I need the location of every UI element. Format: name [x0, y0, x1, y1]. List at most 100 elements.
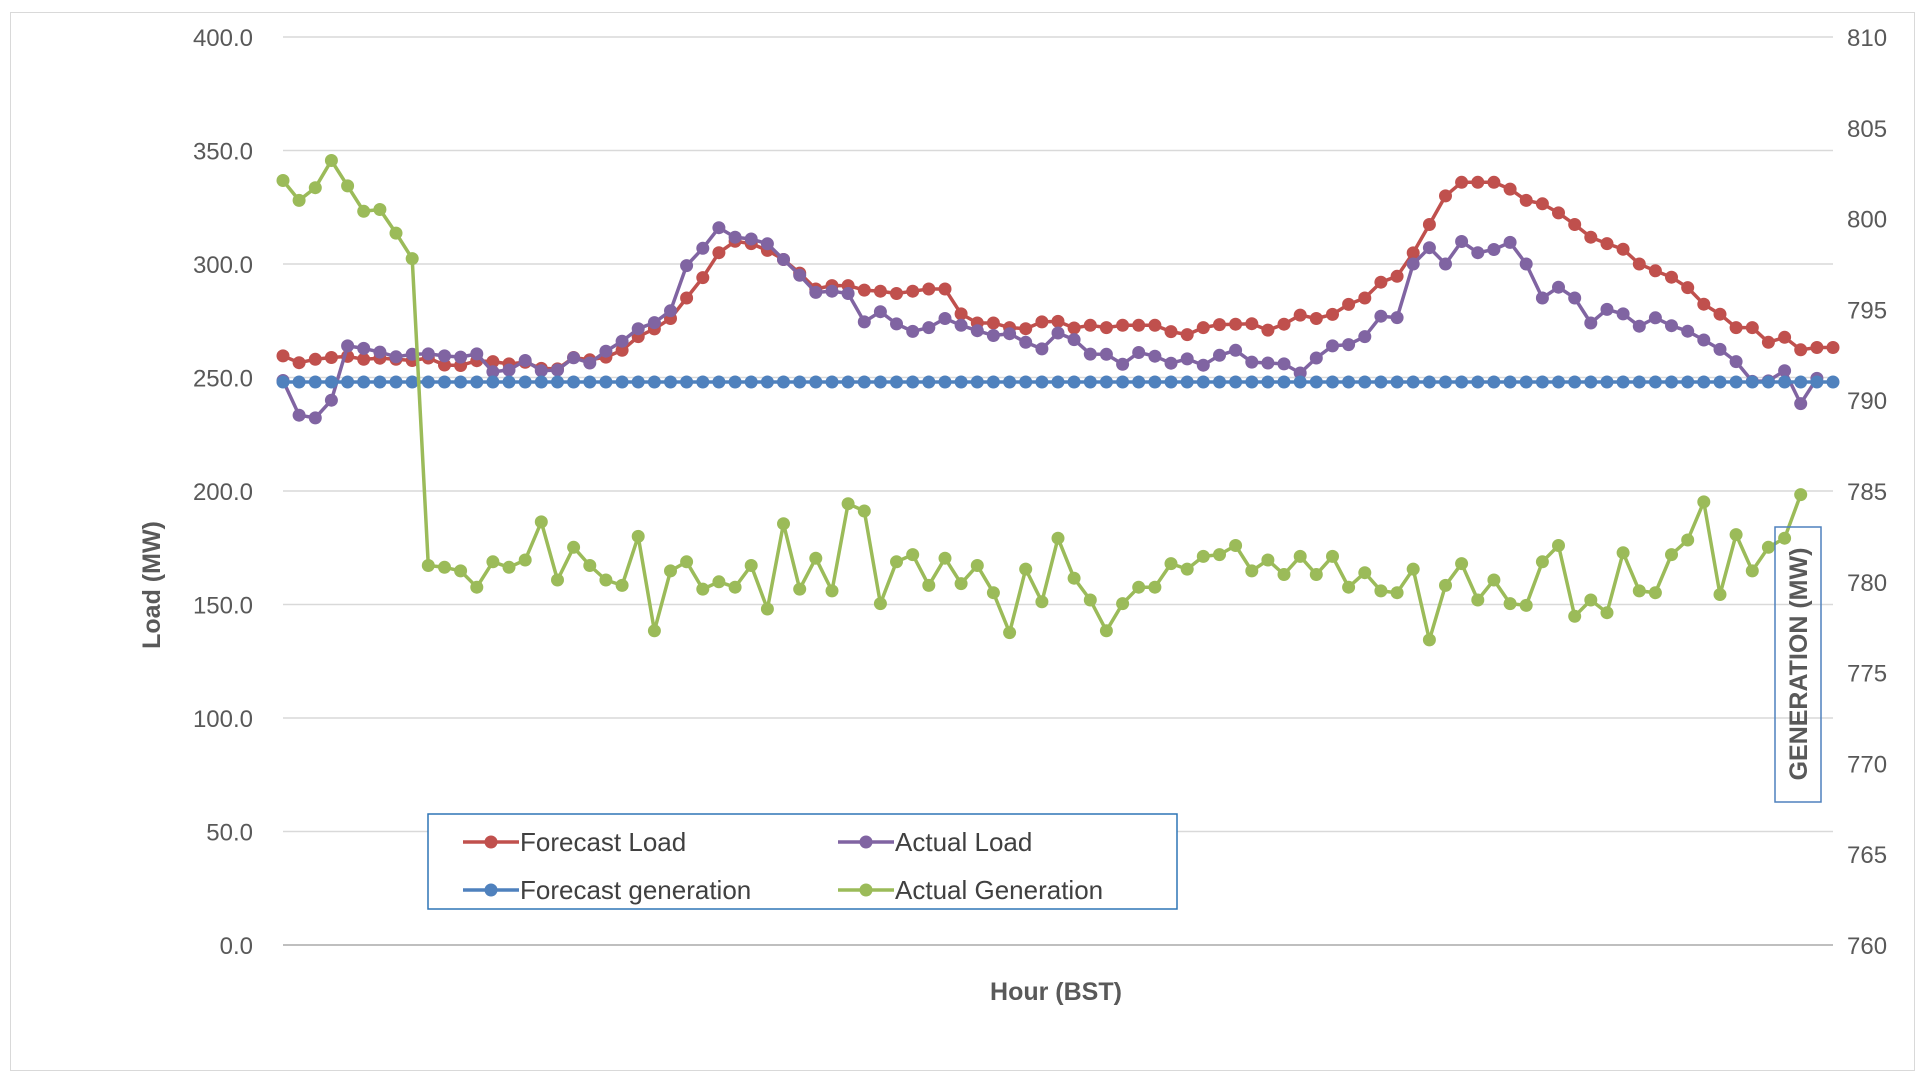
actual-load-point: [1778, 364, 1792, 378]
legend-swatch-marker: [859, 835, 873, 849]
forecast-generation-point: [1487, 375, 1501, 389]
forecast-load-point: [1035, 315, 1049, 329]
actual-load-point: [696, 241, 710, 255]
forecast-generation-point: [486, 375, 500, 389]
forecast-load-point: [1600, 237, 1614, 251]
forecast-generation-point: [1099, 375, 1113, 389]
forecast-generation-point: [1326, 375, 1339, 389]
actual-load-point: [292, 408, 306, 422]
actual-load-point: [1390, 311, 1404, 325]
legend-swatch-marker: [484, 835, 498, 849]
forecast-generation-point: [1778, 375, 1792, 389]
forecast-generation-point: [631, 375, 645, 389]
actual-generation-point: [1099, 624, 1113, 638]
forecast-load-point: [1778, 330, 1792, 344]
actual-load-point: [486, 365, 500, 379]
forecast-generation-point: [1390, 375, 1404, 389]
legend-label-actual-generation: Actual Generation: [895, 875, 1103, 905]
y2-tick-label: 805: [1847, 116, 1887, 143]
y-axis-title: Load (MW): [138, 521, 166, 649]
actual-load-point: [1180, 352, 1194, 366]
actual-generation-point: [1374, 584, 1388, 598]
forecast-generation-point: [438, 375, 451, 389]
forecast-generation-point: [1810, 375, 1824, 389]
actual-generation-point: [1439, 578, 1452, 592]
actual-generation-point: [680, 555, 694, 569]
actual-generation-point: [357, 204, 371, 218]
forecast-load-point: [1309, 312, 1323, 325]
forecast-generation-point: [680, 375, 694, 389]
forecast-generation-point: [1196, 375, 1210, 389]
actual-generation-point: [341, 179, 355, 193]
actual-load-point: [1455, 235, 1469, 248]
actual-load-point: [1519, 257, 1533, 271]
y-tick-label: 250.0: [193, 366, 253, 393]
forecast-load-point: [1503, 182, 1517, 196]
forecast-generation-point: [1439, 375, 1452, 389]
forecast-generation-point: [534, 375, 548, 389]
forecast-load-point: [986, 316, 1000, 330]
actual-load-point: [1196, 358, 1210, 372]
actual-load-point: [1245, 355, 1259, 369]
actual-generation-point: [292, 193, 306, 207]
forecast-load-point: [1132, 318, 1146, 332]
actual-load-point: [1439, 257, 1452, 271]
actual-load-point: [777, 253, 790, 266]
actual-load-point: [438, 349, 451, 363]
forecast-load-point: [938, 282, 952, 296]
actual-generation-point: [954, 577, 968, 591]
forecast-generation-point: [1003, 375, 1017, 389]
actual-generation-point: [728, 580, 742, 594]
actual-load-point: [567, 351, 581, 365]
forecast-generation-point: [1761, 375, 1775, 389]
forecast-generation-point: [1600, 375, 1614, 389]
actual-generation-point: [1406, 562, 1420, 576]
actual-generation-point: [1455, 557, 1469, 571]
actual-generation-point: [1164, 557, 1178, 571]
forecast-generation-point: [906, 375, 920, 389]
forecast-generation-point: [389, 375, 403, 389]
actual-generation-point: [712, 575, 726, 589]
y-tick-label: 50.0: [206, 820, 253, 847]
chart-frame: [10, 12, 1915, 1071]
actual-load-point: [647, 316, 661, 330]
actual-generation-point: [1390, 586, 1404, 600]
forecast-generation-point: [970, 375, 984, 389]
forecast-generation-point: [1213, 375, 1226, 389]
actual-generation-point: [857, 504, 871, 518]
forecast-load-point: [1067, 321, 1081, 335]
forecast-generation-point: [1535, 375, 1549, 389]
actual-load-point: [760, 237, 774, 251]
actual-generation-point: [1632, 584, 1646, 598]
actual-load-point: [1003, 327, 1017, 341]
forecast-load-point: [680, 291, 694, 305]
forecast-load-point: [873, 284, 887, 298]
actual-generation-point: [825, 584, 839, 598]
forecast-generation-point: [986, 375, 1000, 389]
forecast-generation-point: [712, 375, 726, 389]
forecast-generation-point: [793, 375, 807, 389]
actual-generation-point: [599, 573, 613, 587]
actual-generation-point: [373, 203, 387, 216]
forecast-load-point: [486, 355, 500, 369]
forecast-generation-point: [1697, 375, 1711, 389]
forecast-generation-point: [1116, 375, 1130, 389]
forecast-generation-point: [308, 375, 322, 389]
actual-generation-point: [793, 582, 807, 596]
forecast-generation-point: [615, 375, 629, 389]
forecast-load-point: [1794, 343, 1808, 357]
forecast-load-point: [1745, 321, 1759, 335]
forecast-load-point: [276, 349, 290, 363]
forecast-load-point: [1729, 321, 1743, 335]
actual-generation-point: [502, 560, 516, 574]
forecast-generation-point: [1229, 375, 1243, 389]
actual-generation-point: [970, 559, 984, 572]
forecast-generation-point: [857, 375, 871, 389]
actual-load-point: [1681, 324, 1695, 338]
forecast-generation-point: [1422, 375, 1436, 389]
actual-load-point: [744, 232, 758, 246]
actual-load-point: [1083, 347, 1097, 361]
actual-load-point: [1132, 346, 1146, 359]
forecast-load-point: [357, 352, 371, 366]
